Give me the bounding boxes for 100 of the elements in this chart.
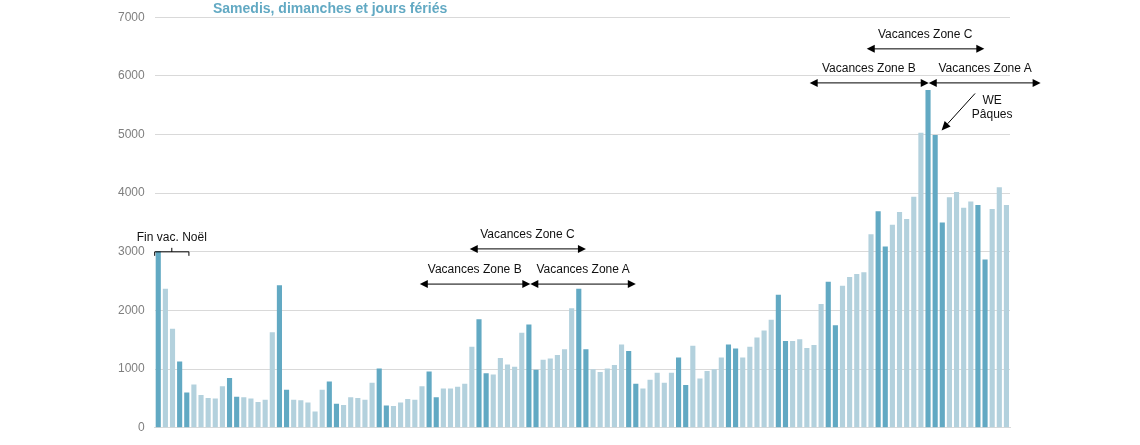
bar	[291, 399, 297, 428]
bar	[576, 288, 582, 428]
bar	[177, 361, 183, 428]
y-tick-label: 2000	[117, 302, 146, 317]
bar	[533, 369, 539, 428]
bar	[226, 377, 233, 428]
bar	[497, 358, 503, 428]
bar	[711, 369, 717, 428]
bar	[169, 328, 176, 428]
bar	[526, 324, 532, 428]
bar	[768, 319, 774, 428]
bar	[968, 201, 974, 428]
bar	[640, 388, 646, 428]
bar	[333, 403, 340, 428]
bar	[561, 349, 568, 428]
bar	[839, 285, 846, 428]
bar	[882, 246, 888, 428]
y-tick-label: 5000	[117, 126, 146, 141]
bar	[790, 340, 796, 428]
bar	[932, 135, 938, 428]
bar	[704, 370, 710, 428]
bar	[162, 288, 168, 428]
y-tick-label: 0	[138, 420, 146, 435]
bar	[184, 392, 190, 428]
y-tick-label: 1000	[117, 361, 146, 376]
bar	[462, 383, 468, 428]
bar	[412, 399, 418, 428]
bar	[611, 365, 617, 428]
bar	[654, 372, 660, 428]
bar	[961, 207, 967, 428]
bar	[804, 348, 810, 428]
bar	[398, 402, 404, 428]
bar	[341, 404, 347, 428]
y-tick-label: 3000	[117, 244, 146, 259]
bar	[818, 304, 824, 428]
bar	[469, 346, 475, 428]
bar	[953, 192, 960, 428]
bar	[847, 277, 853, 428]
bar	[440, 388, 446, 428]
bar	[326, 381, 332, 428]
bar	[298, 400, 304, 428]
bar	[512, 366, 518, 428]
bar	[234, 396, 240, 428]
bar	[383, 405, 389, 428]
bar	[583, 349, 589, 428]
annotation: Vacances Zone B	[821, 60, 916, 75]
bar	[618, 344, 625, 428]
bar	[547, 358, 553, 428]
bar	[212, 398, 218, 428]
bar	[896, 211, 903, 428]
bar	[597, 372, 603, 428]
bar	[319, 389, 325, 428]
bar	[255, 401, 261, 428]
bar	[861, 272, 867, 428]
text: Samedis, dimanches et jours fériés	[213, 0, 448, 16]
bar	[725, 344, 732, 428]
bar	[433, 397, 439, 428]
bar	[775, 294, 781, 428]
bar	[604, 368, 610, 428]
bar	[269, 332, 275, 428]
bar	[248, 398, 254, 428]
bar	[426, 371, 432, 428]
annotation: Vacances Zone B	[427, 261, 522, 276]
bar	[782, 340, 789, 428]
bar	[519, 332, 525, 428]
bar	[761, 330, 767, 428]
bar	[989, 209, 995, 428]
bar	[355, 397, 361, 428]
bar	[811, 345, 817, 428]
bar	[348, 397, 354, 428]
bar	[946, 197, 952, 428]
bar	[362, 399, 368, 428]
bar	[283, 389, 290, 428]
bar	[590, 369, 596, 428]
bar	[676, 357, 682, 428]
y-tick-label: 6000	[117, 68, 146, 83]
bar	[904, 218, 910, 428]
bar	[889, 224, 895, 428]
bar	[647, 379, 653, 428]
bar	[939, 222, 945, 428]
bar	[868, 234, 874, 428]
bar	[982, 259, 988, 428]
bar	[918, 132, 924, 428]
bar	[661, 382, 667, 428]
bar	[875, 211, 881, 428]
bar	[490, 374, 496, 428]
bar	[504, 364, 511, 428]
bar	[975, 204, 981, 428]
bar	[683, 384, 689, 428]
bar	[747, 346, 753, 428]
bar	[198, 394, 204, 428]
bar	[405, 399, 411, 428]
bar	[205, 397, 211, 428]
bar	[825, 281, 831, 428]
bar	[754, 337, 760, 428]
bar	[476, 319, 482, 428]
bar	[668, 372, 675, 428]
annotation: Fin vac. Noël	[136, 229, 207, 244]
bar	[690, 345, 696, 428]
bar	[554, 355, 560, 428]
